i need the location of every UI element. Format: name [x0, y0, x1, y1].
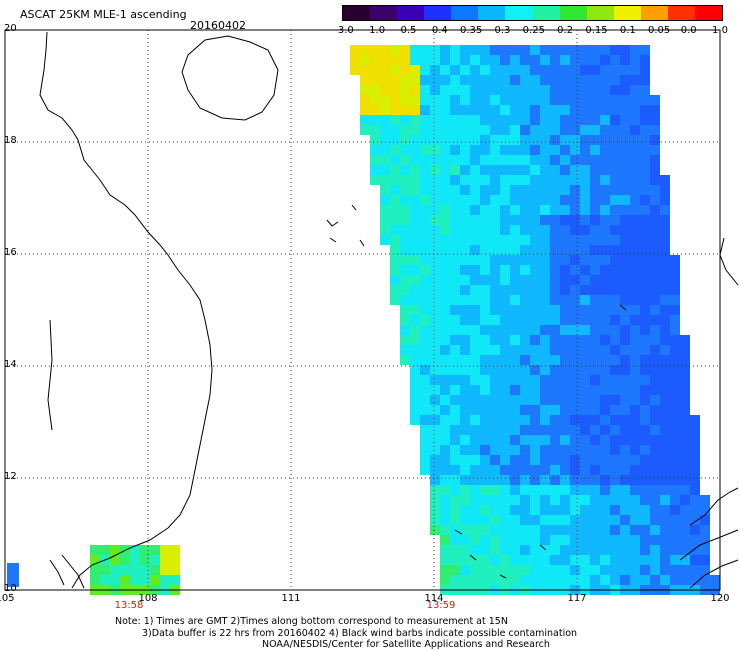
color-scale-segment — [586, 6, 614, 20]
color-scale-segment — [424, 6, 452, 20]
color-scale-label: -0.2 — [553, 25, 574, 36]
note-line-3: NOAA/NESDIS/Center for Satellite Applica… — [262, 639, 550, 650]
color-scale-label: 1.0 — [712, 25, 728, 36]
color-scale-segment — [532, 6, 560, 20]
color-scale-label: -0.25 — [519, 25, 545, 36]
note-line-1: Note: 1) Times are GMT 2)Times along bot… — [115, 616, 508, 627]
color-scale-segment — [505, 6, 533, 20]
color-scale-label: 0.0 — [680, 25, 697, 36]
longitude-label: 108 — [138, 593, 158, 604]
lat-lon-grid — [5, 30, 720, 590]
color-scale-label: -0.05 — [644, 25, 671, 36]
color-scale-segment — [397, 6, 425, 20]
small-swath-patch — [7, 545, 180, 595]
color-scale-bar — [342, 5, 723, 21]
product-date: 20160402 — [190, 19, 246, 32]
swath-data-layer — [350, 45, 720, 595]
color-scale-label: -3.0 — [334, 25, 354, 36]
longitude-label: 105 — [0, 593, 15, 604]
footer-note: Note: 1) Times are GMT 2)Times along bot… — [115, 616, 577, 651]
longitude-label: 111 — [281, 593, 301, 604]
color-scale-label: -0.1 — [616, 25, 636, 36]
color-scale-label: -0.15 — [581, 25, 608, 36]
color-scale-label: -1.0 — [365, 25, 386, 36]
latitude-label: 20 — [4, 23, 17, 34]
color-scale-segment — [613, 6, 641, 20]
map-frame — [4, 29, 721, 591]
color-scale-segment — [343, 6, 371, 20]
color-scale-label: -0.5 — [396, 25, 417, 36]
longitude-label: 114 — [424, 593, 444, 604]
note-line-2: 3)Data buffer is 22 hrs from 20160402 4)… — [142, 627, 578, 639]
color-scale-label: -0.35 — [456, 25, 483, 36]
product-title: ASCAT 25KM MLE-1 ascending — [20, 8, 187, 21]
color-scale-segment — [559, 6, 587, 20]
pass-time-label: 13:58 — [114, 600, 144, 611]
latitude-label: 12 — [4, 471, 17, 482]
color-scale-segment — [370, 6, 398, 20]
color-scale-label: -0.4 — [428, 25, 448, 36]
color-scale-segment — [695, 6, 723, 20]
latitude-label: 14 — [4, 359, 17, 370]
latitude-label: 10 — [4, 583, 17, 594]
color-scale-segment — [451, 6, 479, 20]
latitude-label: 16 — [4, 247, 17, 258]
color-scale-segment — [667, 6, 696, 20]
longitude-label: 120 — [710, 593, 730, 604]
coastline — [39, 31, 739, 589]
longitude-label: 117 — [567, 593, 587, 604]
color-scale-label: -0.3 — [490, 25, 511, 36]
color-scale-segment — [640, 6, 668, 20]
pass-time-label: 13:59 — [426, 600, 456, 611]
latitude-label: 18 — [4, 135, 17, 146]
color-scale-segment — [478, 6, 506, 20]
